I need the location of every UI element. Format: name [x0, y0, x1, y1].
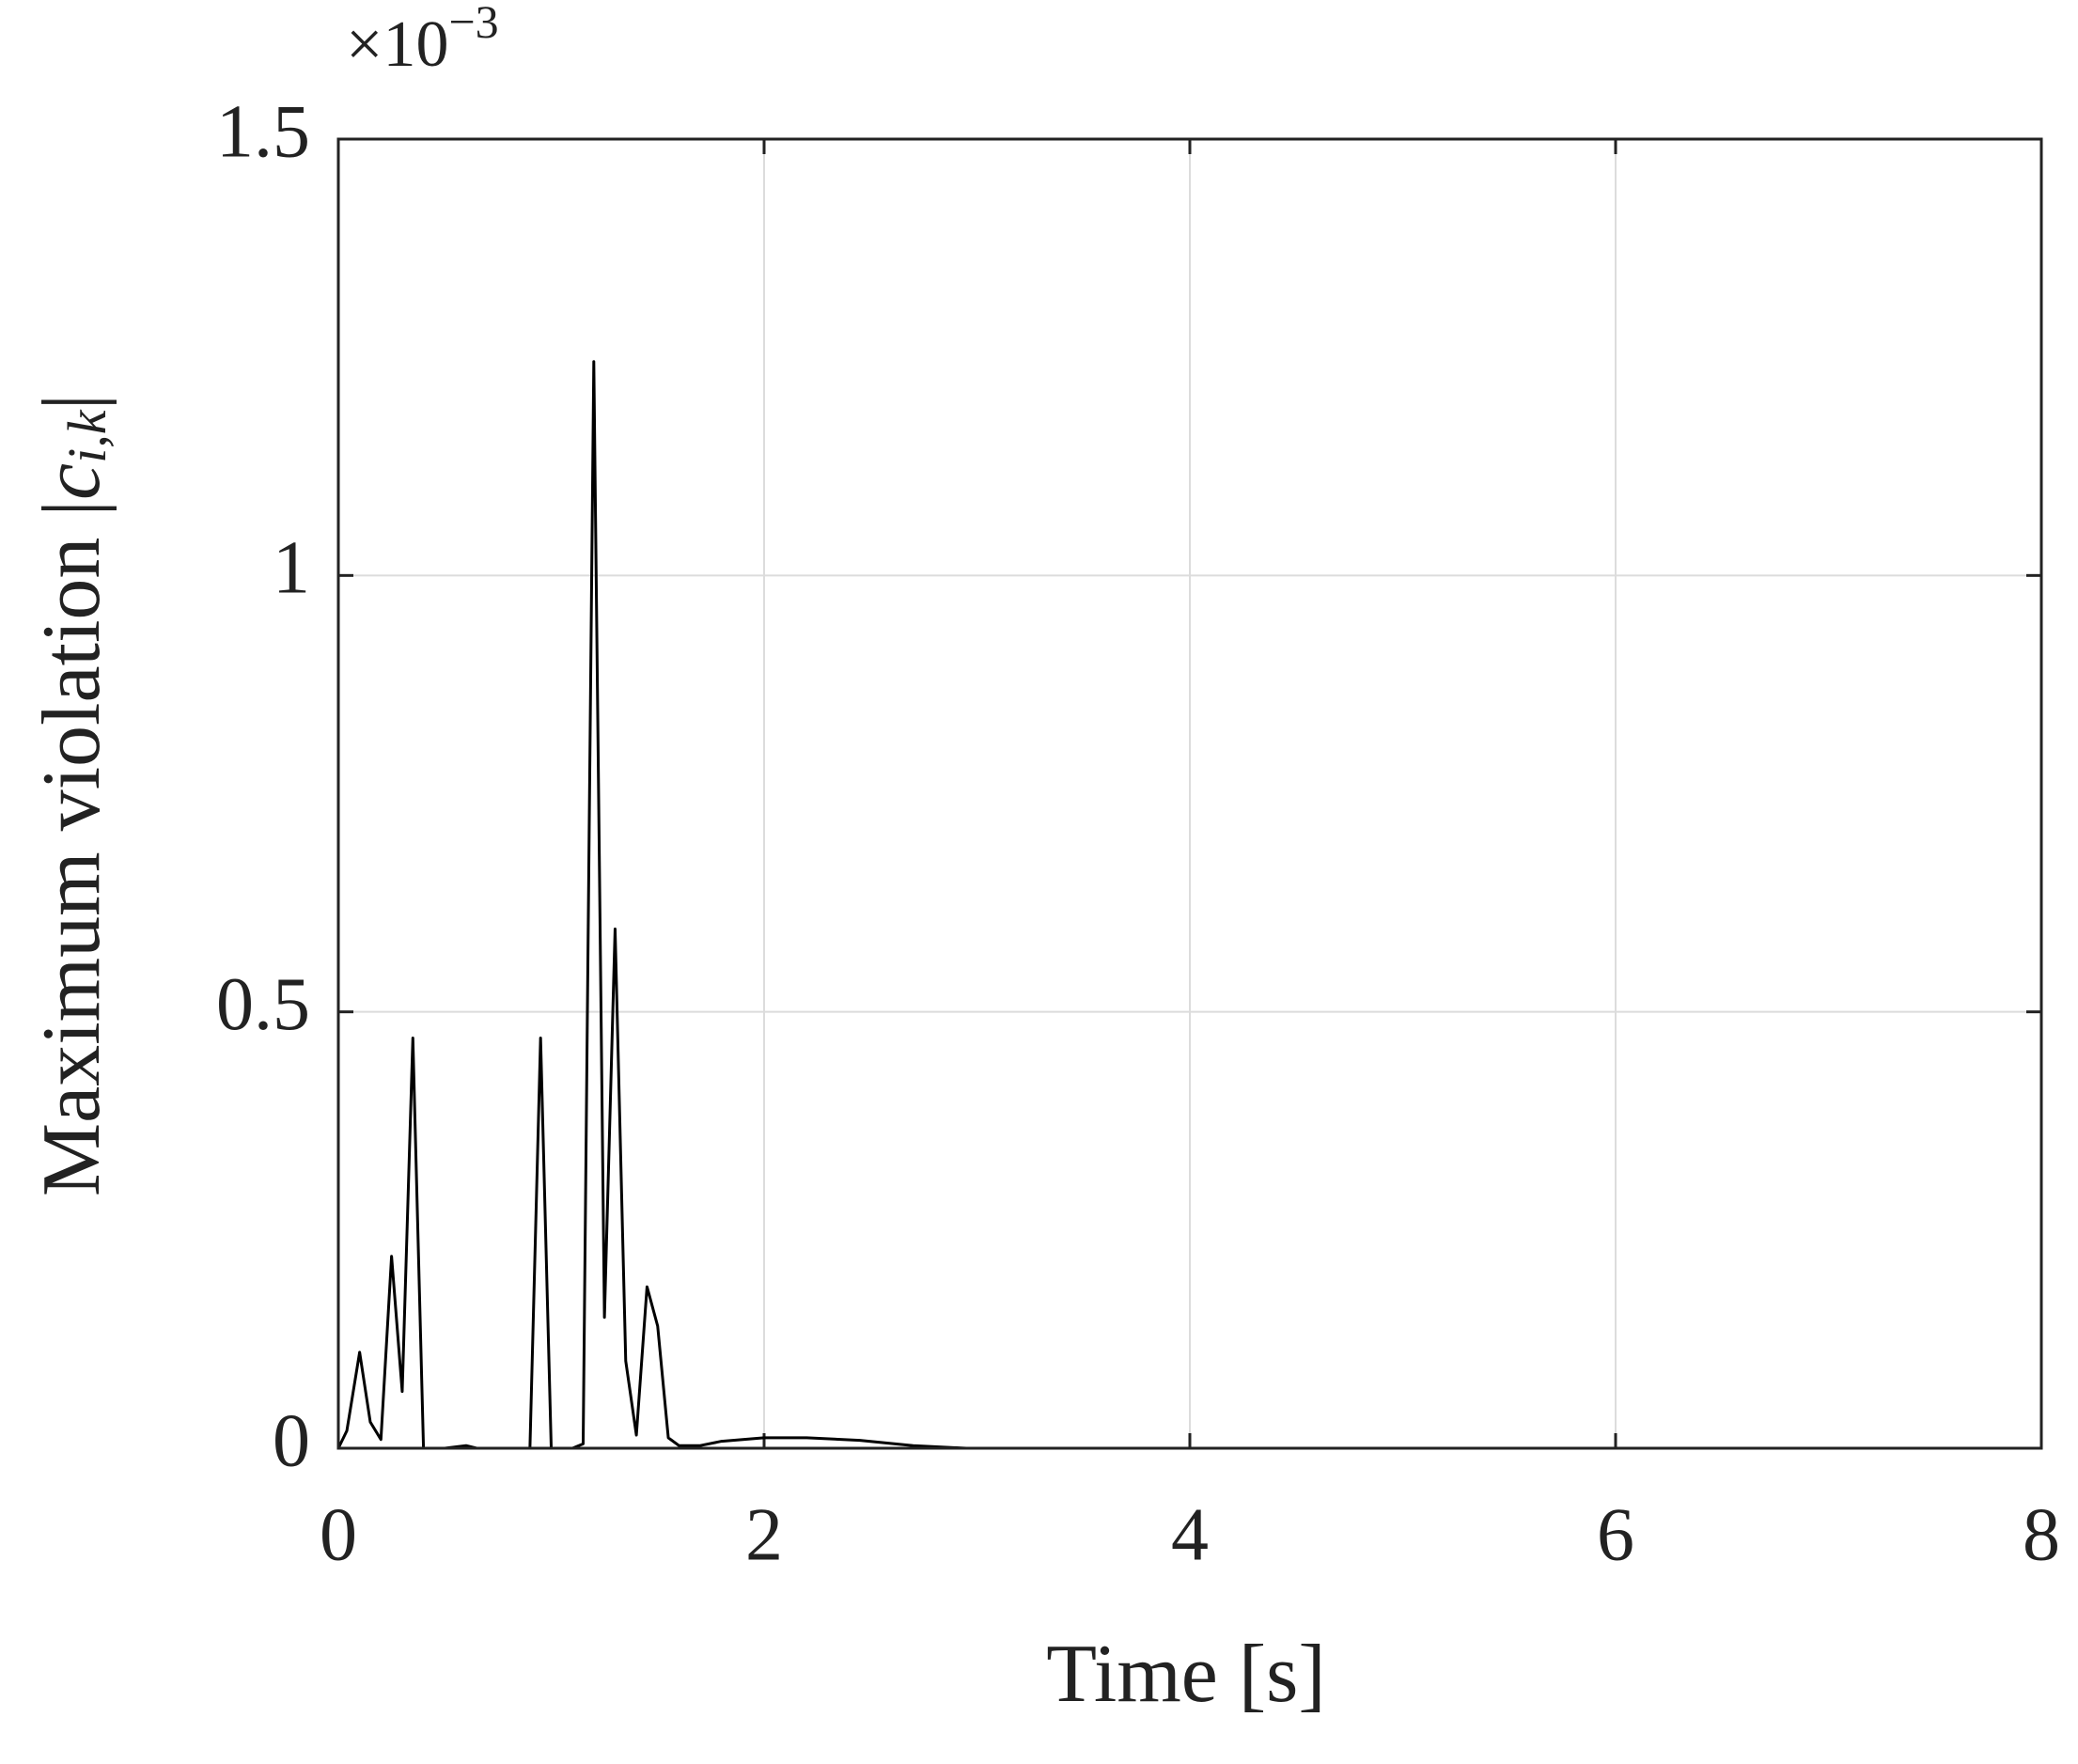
x-tick-label: 6 — [1597, 1493, 1634, 1576]
x-axis-label: Time [s] — [1046, 1629, 1325, 1720]
multiplier-exponent: −3 — [448, 0, 498, 48]
y-label-text: Maximum violation | — [26, 500, 117, 1196]
y-label-subscript: i,k — [56, 409, 117, 463]
y-tick-label: 0 — [273, 1399, 310, 1482]
y-tick-label: 1 — [273, 527, 310, 610]
multiplier-base: ×10 — [346, 8, 448, 81]
x-tick-label: 8 — [2023, 1493, 2060, 1576]
x-tick-label: 4 — [1171, 1493, 1209, 1576]
plot-frame — [336, 137, 2043, 1450]
y-tick-label: 1.5 — [216, 90, 310, 173]
y-tick-label: 0.5 — [216, 963, 310, 1046]
y-axis-label: Maximum violation |ci,k| — [26, 394, 117, 1196]
x-tick-label: 2 — [745, 1493, 783, 1576]
y-label-symbol: c — [26, 463, 117, 500]
y-multiplier: ×10−3 — [346, 0, 499, 81]
y-label-text: | — [26, 394, 117, 411]
data-line — [336, 360, 2041, 1450]
x-tick-label: 0 — [320, 1493, 357, 1576]
